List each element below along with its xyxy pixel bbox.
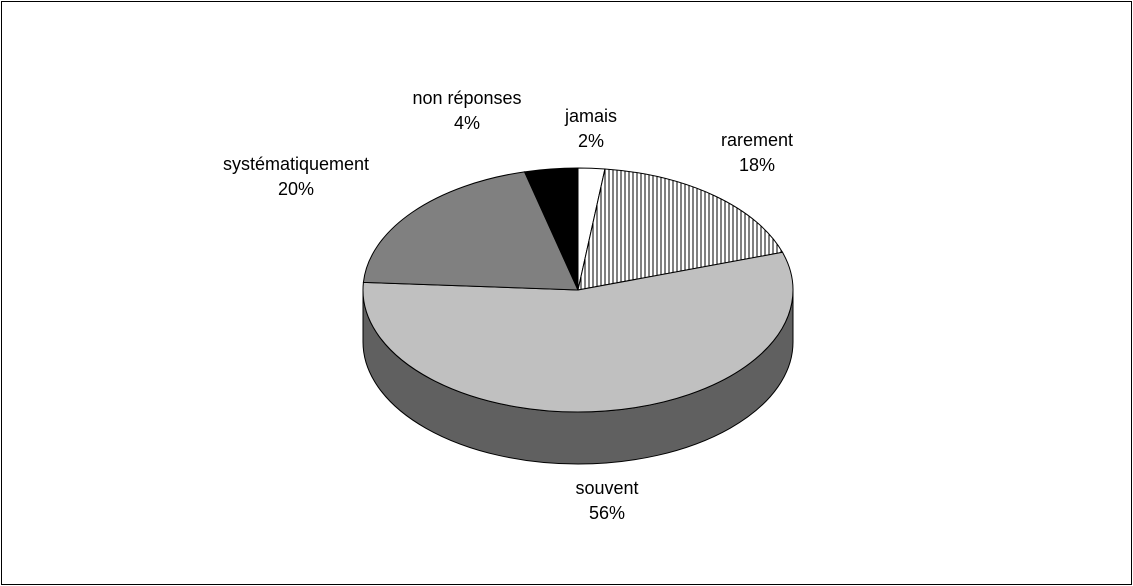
slice-percent-souvent: 56% [589,503,625,523]
slice-label-souvent: souvent [575,478,638,498]
pie-tops [362,167,794,413]
pie-slice-non-reponses [523,167,579,291]
slice-percent-non-reponses: 4% [454,113,480,133]
slice-label-non-reponses: non réponses [412,88,521,108]
slice-label-systematiquement: systématiquement [223,154,369,174]
slice-label-jamais: jamais [564,106,617,126]
slice-percent-rarement: 18% [739,155,775,175]
pie-slice-souvent [362,251,794,413]
pie-slice-rarement [577,168,784,291]
slice-percent-jamais: 2% [578,131,604,151]
slice-label-rarement: rarement [721,130,793,150]
pie-slice-systematiquement [362,171,579,291]
pie-labels: jamais 2% rarement 18% souvent 56% systématiqu… [223,88,793,523]
slice-percent-systematiquement: 20% [278,179,314,199]
